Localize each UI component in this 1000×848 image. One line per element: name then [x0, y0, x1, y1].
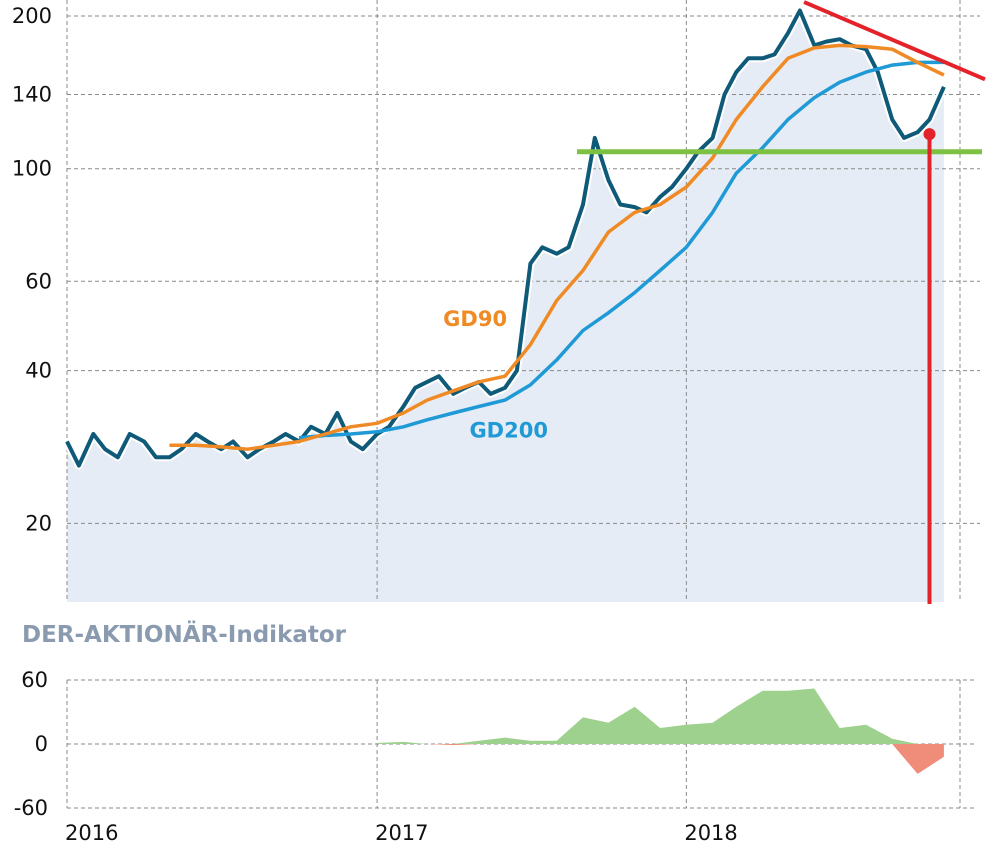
x-tick-label-2017: 2017 — [375, 821, 428, 845]
y-tick-label-60: 60 — [25, 269, 52, 293]
gd90-line — [169, 43, 945, 451]
indicator-y-tick--60: -60 — [14, 796, 48, 820]
gd200-line — [298, 60, 944, 440]
y-tick-label-20: 20 — [25, 511, 52, 535]
y-tick-label-200: 200 — [12, 4, 52, 28]
gd90-label: GD90 — [443, 307, 507, 331]
indicator-title: DER-AKTIONÄR-Indikator — [22, 620, 347, 648]
indicator-y-tick-60: 60 — [21, 668, 48, 692]
resistance-trendline — [803, 0, 986, 82]
price-chart: 200 140 100 60 40 20 GD90 GD200 — [12, 0, 986, 604]
indicator-y-tick-0: 0 — [35, 732, 48, 756]
x-axis: 2016 2017 2018 — [65, 821, 738, 845]
signal-dot — [923, 128, 936, 141]
indicator-positive-area — [377, 688, 944, 744]
indicator-y-axis: 60 0 -60 — [14, 668, 48, 820]
y-tick-label-100: 100 — [12, 157, 52, 181]
price-chart-grid — [66, 0, 980, 602]
price-area-fill — [67, 10, 944, 602]
gd200-label: GD200 — [469, 419, 548, 443]
y-tick-label-40: 40 — [25, 359, 52, 383]
price-line — [65, 8, 946, 468]
price-chart-y-axis: 200 140 100 60 40 20 — [12, 4, 52, 535]
y-tick-label-140: 140 — [12, 83, 52, 107]
x-tick-label-2018: 2018 — [684, 821, 737, 845]
indicator-chart: 60 0 -60 — [14, 668, 975, 820]
indicator-negative-area — [377, 744, 944, 774]
x-tick-label-2016: 2016 — [65, 821, 118, 845]
